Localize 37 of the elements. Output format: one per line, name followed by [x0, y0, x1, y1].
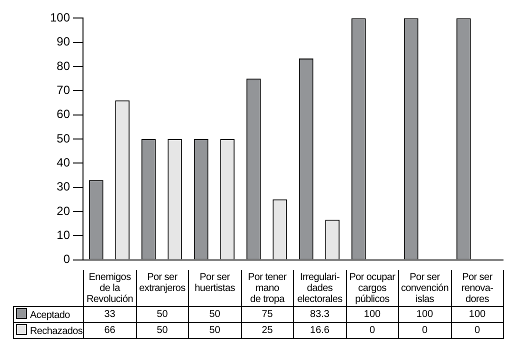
y-tick-label: 30 — [56, 180, 70, 194]
y-tick-label: 20 — [56, 204, 70, 218]
data-label: 33 — [84, 306, 136, 322]
x-tick-label: Por ser huertistas — [194, 272, 236, 294]
data-label: 83.3 — [294, 306, 346, 322]
data-label: 100 — [451, 306, 504, 322]
x-tick-label: Por ser extranjeros — [138, 272, 186, 294]
y-tick-label: 90 — [56, 34, 70, 49]
data-label: 75 — [241, 306, 294, 322]
data-label: 100 — [346, 306, 398, 322]
data-label: 0 — [398, 322, 451, 338]
y-tick-label: 10 — [56, 228, 70, 242]
data-label: 0 — [451, 322, 504, 338]
data-label: 25 — [241, 322, 294, 338]
y-tick-label: 60 — [56, 107, 70, 122]
data-label: 50 — [188, 306, 241, 322]
data-label: 0 — [346, 322, 398, 338]
y-tick-label: 50 — [56, 131, 70, 146]
legend-label: Rechazados — [30, 326, 83, 337]
data-label: 66 — [84, 322, 136, 338]
y-tick-label: 40 — [56, 155, 70, 170]
x-tick-label: Por tener mano de tropa — [242, 272, 293, 305]
data-label: 50 — [136, 306, 188, 322]
y-tick-label: 100 — [50, 10, 70, 25]
data-label: 100 — [398, 306, 451, 322]
y-tick-label: 80 — [56, 58, 70, 73]
x-tick-label: Enemigos de la Revolución — [84, 272, 136, 305]
legend-label: Aceptado — [30, 310, 70, 321]
y-tick-label: 70 — [56, 82, 70, 97]
data-label: 50 — [136, 322, 188, 338]
data-label: 16.6 — [294, 322, 346, 338]
y-tick-label: 0 — [63, 252, 70, 266]
x-tick-label: Por ocupar cargos públicos — [346, 272, 398, 305]
data-label: 50 — [188, 322, 241, 338]
x-tick-label: Por ser convención islas — [399, 272, 450, 305]
x-tick-label: Irregulari- dades electorales — [294, 272, 346, 305]
x-tick-label: Por ser renova- dores — [452, 272, 503, 305]
